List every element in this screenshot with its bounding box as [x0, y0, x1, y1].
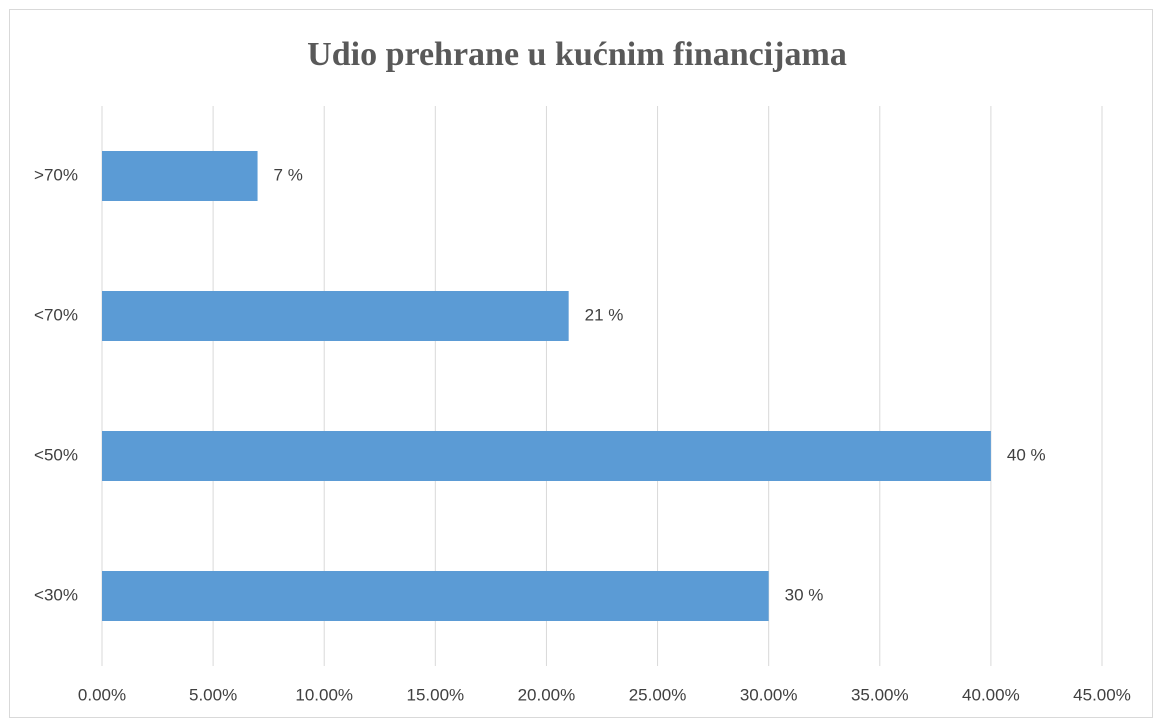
bar: [102, 151, 258, 201]
data-label: 40 %: [1007, 445, 1046, 464]
x-tick-label: 0.00%: [78, 685, 126, 704]
y-tick-label: <50%: [34, 445, 78, 464]
y-tick-label: <70%: [34, 305, 78, 324]
x-tick-label: 45.00%: [1073, 685, 1131, 704]
y-tick-label: >70%: [34, 165, 78, 184]
x-tick-label: 35.00%: [851, 685, 909, 704]
bar: [102, 571, 769, 621]
data-label: 7 %: [274, 165, 303, 184]
x-tick-label: 10.00%: [295, 685, 353, 704]
data-label: 30 %: [785, 585, 824, 604]
bar: [102, 431, 991, 481]
data-label: 21 %: [585, 305, 624, 324]
x-tick-label: 15.00%: [406, 685, 464, 704]
y-tick-label: <30%: [34, 585, 78, 604]
chart-title: Udio prehrane u kućnim financijama: [307, 36, 847, 73]
x-tick-label: 40.00%: [962, 685, 1020, 704]
bar: [102, 291, 569, 341]
x-tick-label: 5.00%: [189, 685, 237, 704]
x-tick-label: 20.00%: [518, 685, 576, 704]
x-tick-label: 30.00%: [740, 685, 798, 704]
x-tick-label: 25.00%: [629, 685, 687, 704]
